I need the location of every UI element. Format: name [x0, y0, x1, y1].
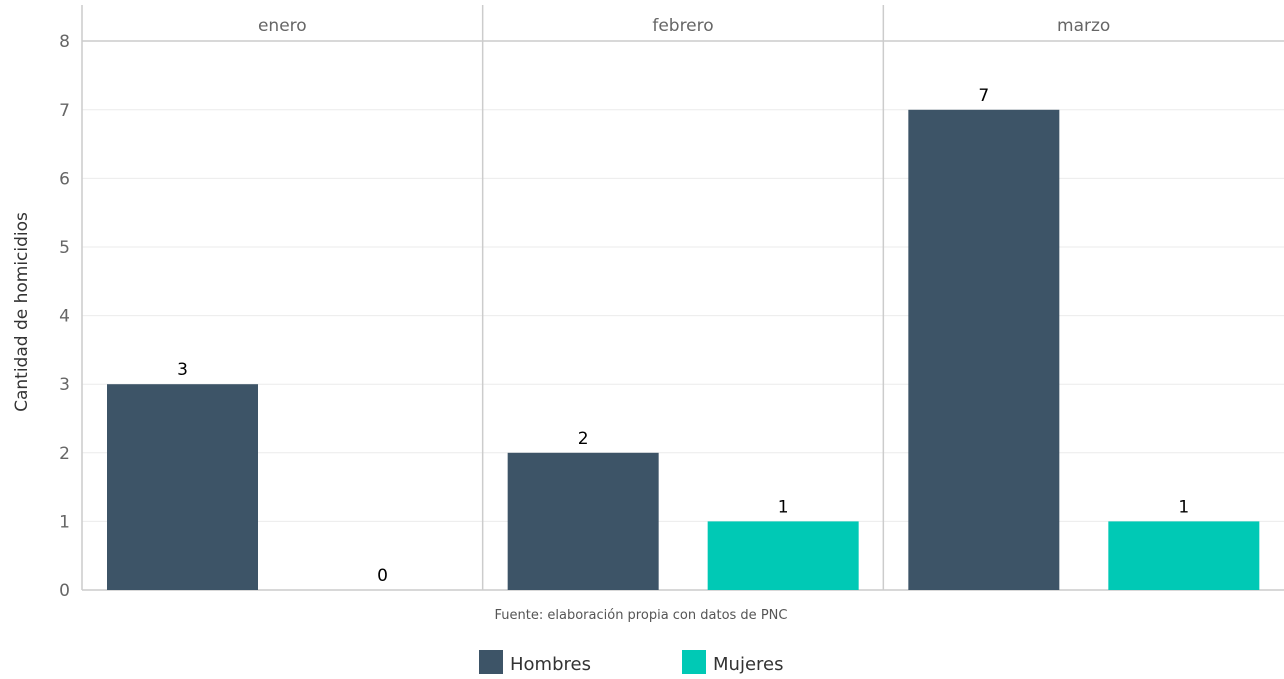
legend-swatch — [479, 650, 503, 674]
legend-swatch — [682, 650, 706, 674]
bar-febrero-hombres — [507, 452, 659, 590]
legend-item-mujeres: Mujeres — [682, 650, 783, 675]
legend-label: Hombres — [510, 654, 591, 675]
bar-marzo-mujeres — [1108, 521, 1260, 590]
bar-enero-hombres — [107, 384, 258, 590]
data-label-enero-mujeres: 0 — [377, 566, 388, 586]
chart-caption: Fuente: elaboración propia con datos de … — [495, 608, 788, 623]
data-label-enero-hombres: 3 — [177, 360, 188, 380]
facet-labels: enero febrero marzo — [258, 16, 1110, 36]
facet-label-marzo: marzo — [1057, 16, 1110, 36]
facet-label-febrero: febrero — [652, 16, 713, 36]
bar-febrero-mujeres — [707, 521, 859, 590]
y-tick-label: 5 — [59, 238, 70, 258]
data-label-febrero-mujeres: 1 — [778, 497, 789, 517]
y-axis-label: Cantidad de homicidios — [12, 212, 32, 412]
gridlines — [82, 109, 1284, 522]
y-tick-label: 2 — [59, 444, 70, 464]
y-tick-label: 6 — [59, 169, 70, 189]
y-tick-label: 1 — [59, 512, 70, 532]
y-tick-label: 7 — [59, 101, 70, 121]
y-tick-label: 4 — [59, 307, 70, 327]
y-tick-label: 0 — [59, 581, 70, 601]
bars — [107, 109, 1260, 591]
facet-frames — [81, 5, 1284, 591]
y-tick-label: 3 — [59, 375, 70, 395]
data-label-marzo-hombres: 7 — [978, 86, 989, 106]
facet-label-enero: enero — [258, 16, 307, 36]
bar-marzo-hombres — [908, 109, 1060, 591]
y-axis-ticks: 0 1 2 3 4 5 6 7 8 — [59, 32, 70, 601]
legend: Hombres Mujeres — [479, 650, 783, 675]
data-label-febrero-hombres: 2 — [578, 429, 589, 449]
data-label-marzo-mujeres: 1 — [1178, 497, 1189, 517]
legend-item-hombres: Hombres — [479, 650, 591, 675]
data-labels: 3 0 2 1 7 1 — [177, 86, 1189, 586]
y-tick-label: 8 — [59, 32, 70, 52]
legend-label: Mujeres — [713, 654, 783, 675]
